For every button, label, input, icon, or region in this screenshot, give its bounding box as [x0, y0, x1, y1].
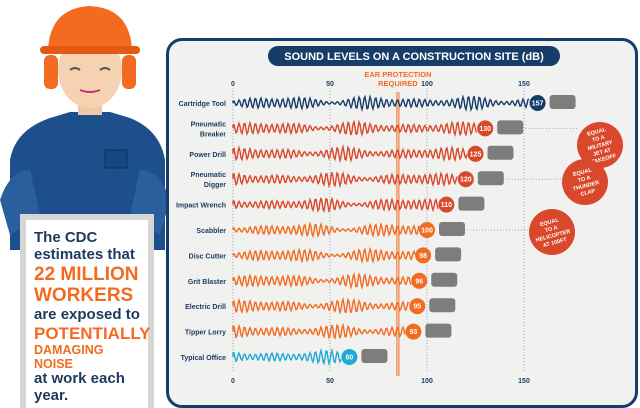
value-label: 96: [415, 278, 423, 285]
value-label: 125: [470, 151, 482, 158]
tick-label-bottom: 0: [231, 378, 235, 385]
value-label: 93: [410, 329, 418, 336]
tick-label-bottom: 100: [421, 378, 433, 385]
tool-image: [435, 247, 462, 262]
category-label: Impact Wrench: [176, 203, 226, 210]
value-label: 120: [460, 177, 472, 184]
value-badge: [529, 95, 546, 111]
tick-label-top: 100: [421, 81, 433, 88]
sound-wave-bar: [232, 296, 410, 316]
category-label: Breaker: [200, 131, 226, 138]
sound-wave-bar: [232, 144, 468, 164]
info-line: estimates that: [34, 245, 135, 263]
sound-wave-bar: [232, 322, 406, 340]
value-label: 98: [419, 253, 427, 260]
category-label: Typical Office: [181, 355, 226, 362]
tool-image: [429, 298, 456, 313]
category-label: Disc Cutter: [189, 253, 227, 260]
tool-image: [361, 349, 388, 363]
tool-image: [487, 145, 514, 160]
sound-wave-bar: [232, 246, 416, 265]
sound-wave-bar: [232, 271, 412, 291]
tool-image: [458, 196, 485, 211]
tool-image: [477, 171, 504, 186]
value-badge: [438, 196, 455, 213]
value-label: 60: [346, 355, 354, 362]
sound-wave-bar: [232, 347, 342, 367]
info-highlight: DAMAGING NOISE: [34, 342, 104, 372]
category-label: Digger: [204, 182, 226, 189]
tool-image: [439, 222, 465, 236]
annotation-bubble: [529, 209, 575, 255]
annotation-bubble: [562, 159, 608, 205]
sound-wave-bar: [232, 196, 439, 214]
annotation-text: TO A: [544, 225, 558, 234]
value-label: 130: [479, 126, 491, 133]
annotation-text: TO A: [591, 135, 605, 144]
category-label: Pneumatic: [191, 172, 227, 179]
tool-image: [549, 95, 576, 109]
annotation-text: JET AT: [592, 147, 612, 158]
sound-wave-bar: [232, 171, 458, 189]
annotation-text: EQUAL: [572, 167, 593, 178]
value-badge: [457, 171, 474, 188]
info-highlight: WORKERS: [34, 285, 134, 307]
info-box: The CDC estimates that 22 MILLION WORKER…: [20, 214, 154, 408]
value-badge: [467, 145, 484, 162]
tool-image: [497, 120, 524, 135]
annotation-text: EQUAL: [587, 127, 608, 138]
value-label: 95: [413, 304, 421, 311]
chart-title: SOUND LEVELS ON A CONSTRUCTION SITE (dB): [284, 51, 544, 63]
info-line: are exposed to: [34, 305, 140, 323]
category-label: Cartridge Tool: [179, 101, 226, 108]
annotation-bubble: [577, 122, 623, 168]
value-badge: [341, 349, 358, 365]
info-line: year.: [34, 387, 69, 405]
threshold-label: REQUIRED: [378, 79, 418, 88]
value-badge: [409, 298, 426, 315]
category-label: Pneumatic: [191, 121, 227, 128]
sound-wave-bar: [232, 221, 420, 239]
value-badge: [415, 247, 432, 264]
chart-title-pill: [268, 46, 560, 66]
info-highlight: 22 MILLION: [34, 263, 139, 285]
value-badge: [405, 323, 422, 340]
tick-label-bottom: 50: [326, 378, 334, 385]
tool-image: [431, 272, 458, 287]
tick-label-top: 0: [231, 81, 235, 88]
tick-label-top: 50: [326, 81, 334, 88]
category-label: Scabbler: [196, 228, 226, 235]
annotation-text: CLAP: [580, 188, 596, 198]
sound-wave-bar: [232, 119, 478, 138]
category-label: Electric Drill: [185, 304, 226, 311]
tool-image: [425, 323, 452, 338]
value-badge: [477, 120, 494, 137]
tick-label-top: 150: [518, 81, 530, 88]
annotation-text: EQUAL: [539, 217, 560, 228]
value-badge: [411, 272, 428, 289]
category-label: Grit Blaster: [188, 279, 226, 286]
value-label: 157: [532, 101, 544, 108]
value-label: 110: [441, 202, 452, 209]
value-badge: [419, 222, 435, 238]
info-highlight: POTENTIALLY: [34, 323, 151, 343]
threshold-label: EAR PROTECTION: [364, 70, 431, 79]
sound-wave-bar: [232, 94, 530, 113]
annotation-text: TO A: [577, 175, 591, 184]
tick-label-bottom: 150: [518, 378, 530, 385]
info-line: at work each: [34, 370, 125, 388]
category-label: Power Drill: [189, 152, 226, 159]
value-label: 100: [421, 228, 433, 235]
info-line: The CDC: [34, 229, 98, 246]
category-label: Tipper Lorry: [185, 330, 226, 337]
